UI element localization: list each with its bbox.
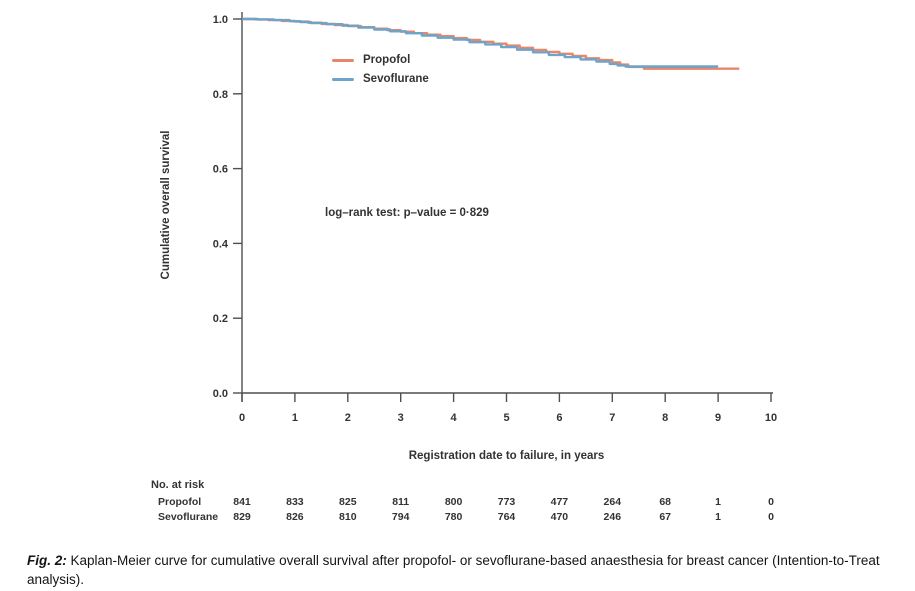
y-tick-label: 0.0 [213,388,228,400]
km-plot-canvas: 0.0 0.2 0.4 0.6 0.8 1.0 0 1 2 3 4 5 6 7 8 9 10 [213,12,777,424]
sevoflurane-line-swatch [332,77,354,81]
risk-count: 841 [233,496,251,508]
legend-item-propofol: Propofol [332,54,429,66]
legend-label-propofol: Propofol [363,54,411,66]
y-tick-label: 0.8 [213,89,228,101]
risk-row-sevoflurane: Sevoflurane 829 826 810 794 780 764 470 246 67 1 0 [0,511,915,525]
risk-count: 810 [339,511,357,523]
x-tick-label: 6 [556,412,562,424]
x-tick-label: 1 [292,412,298,424]
x-tick-label: 4 [451,412,458,424]
x-tick-label: 2 [345,412,351,424]
y-tick-label: 1.0 [213,14,228,26]
y-axis-title: Cumulative overall survival [160,130,172,280]
risk-count: 773 [497,496,516,508]
risk-row-label-sevoflurane: Sevoflurane [158,511,219,523]
risk-count: 1 [715,496,722,508]
log-rank-annotation: log–rank test: p–value = 0·829 [325,207,489,219]
risk-count: 477 [550,496,569,508]
risk-count: 780 [444,511,463,523]
propofol-line-swatch [332,58,354,62]
risk-count: 811 [392,496,410,508]
risk-count: 1 [715,511,722,523]
risk-count: 0 [768,496,774,508]
y-tick-label: 0.6 [213,164,228,176]
figure-caption-label: Fig. 2: [27,553,67,568]
risk-count: 800 [444,496,463,508]
risk-count: 67 [659,511,672,523]
risk-count: 826 [286,511,304,523]
risk-count: 825 [339,496,357,508]
x-axis-title: Registration date to failure, in years [408,450,605,462]
risk-row-label-propofol: Propofol [158,496,202,508]
y-tick-label: 0.4 [213,238,229,250]
risk-count: 68 [659,496,672,508]
x-tick-label: 8 [662,412,668,424]
risk-row-propofol: Propofol 841 833 825 811 800 773 477 264 68 1 0 [0,496,915,510]
risk-count: 829 [233,511,251,523]
legend-item-sevoflurane: Sevoflurane [332,73,429,85]
x-tick-label: 5 [503,412,509,424]
km-curve-sevoflurane [242,17,719,68]
x-tick-label: 7 [609,412,615,424]
risk-count: 264 [603,496,622,508]
x-tick-label: 3 [398,412,404,424]
risk-count: 794 [391,511,410,523]
y-tick-label: 0.2 [213,313,228,325]
x-tick-label: 0 [239,412,245,424]
figure-caption-text: Kaplan-Meier curve for cumulative overal… [27,553,880,587]
figure-caption: Fig. 2: Kaplan-Meier curve for cumulativ… [27,552,893,589]
risk-count: 0 [768,511,774,523]
legend-label-sevoflurane: Sevoflurane [363,73,429,85]
risk-count: 246 [603,511,622,523]
risk-table-header: No. at risk [151,479,205,491]
x-tick-label: 10 [765,412,777,424]
risk-count: 833 [286,496,304,508]
risk-count: 764 [497,511,516,523]
legend: Propofol Sevoflurane [332,54,429,92]
risk-count: 470 [550,511,569,523]
x-tick-label: 9 [715,412,721,424]
